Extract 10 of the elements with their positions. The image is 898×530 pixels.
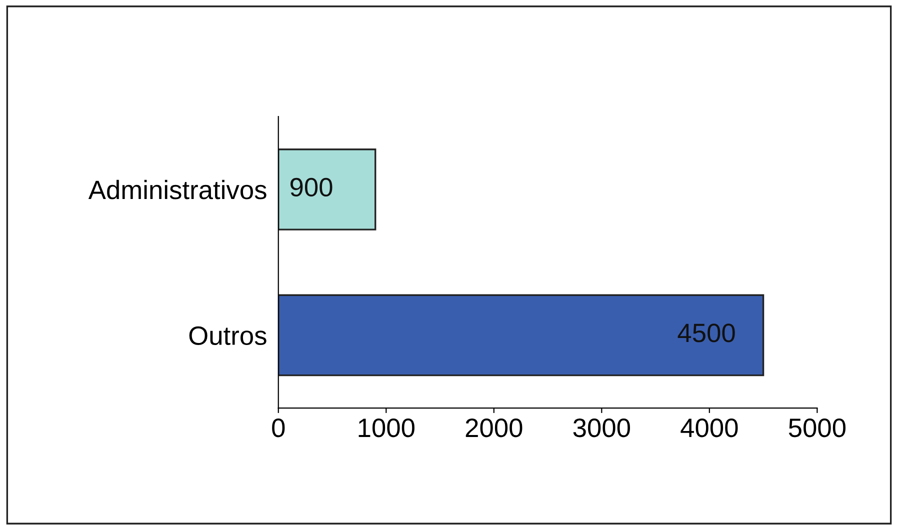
x-tick-label: 0 xyxy=(272,418,285,438)
x-tick-label: 1000 xyxy=(358,418,414,438)
x-tick-label: 5000 xyxy=(788,418,846,438)
data-label: 900 xyxy=(290,178,332,197)
x-tick-label: 3000 xyxy=(573,418,630,438)
data-label: 4500 xyxy=(678,324,735,342)
x-tick-label: 2000 xyxy=(466,418,522,438)
y-tick-label: Outros xyxy=(189,326,266,346)
x-tick-label: 4000 xyxy=(680,418,738,438)
y-tick-label: Administrativos xyxy=(88,180,266,200)
